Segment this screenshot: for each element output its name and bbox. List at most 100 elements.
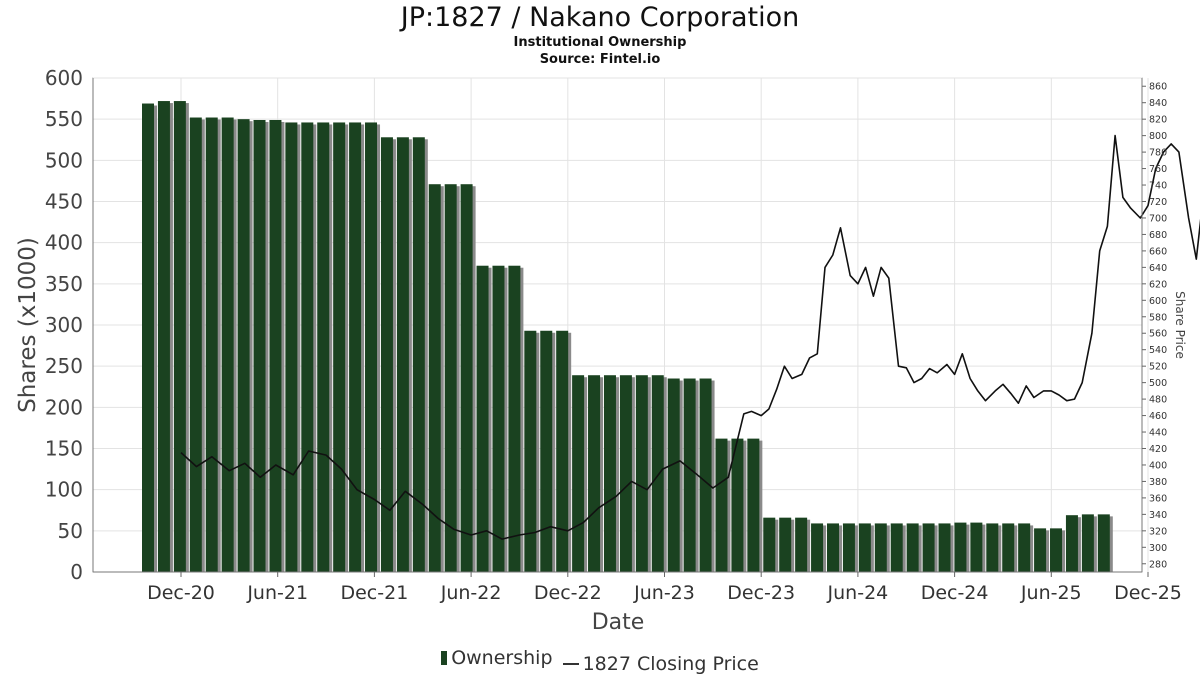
ownership-bar	[428, 184, 441, 572]
y2-tick-label: 480	[1149, 395, 1167, 406]
ownership-bar	[651, 375, 664, 572]
y2-tick-label: 600	[1149, 296, 1167, 307]
y2-tick-label: 320	[1149, 526, 1167, 537]
y-tick-label: 350	[45, 272, 83, 296]
y2-tick-label: 560	[1149, 329, 1167, 340]
ownership-bar	[460, 184, 473, 572]
y2-tick-label: 760	[1149, 164, 1167, 175]
x-tick-label: Dec-21	[340, 582, 408, 604]
ownership-bar	[556, 330, 569, 572]
ownership-bar	[221, 117, 234, 573]
ownership-bar	[173, 101, 186, 572]
price-polyline	[180, 134, 1200, 540]
ownership-bar	[826, 523, 839, 572]
y2-tick-label: 440	[1149, 428, 1167, 439]
legend: Ownership 1827 Closing Price	[0, 647, 1200, 675]
right-axis-ticks: 280 300 320 340 360 380 400 420 440 460 480 500 520 5…	[1142, 82, 1167, 570]
y2-tick-label: 380	[1149, 477, 1167, 488]
y-tick-label: 100	[45, 478, 83, 502]
x-tick-label: Jun-22	[440, 582, 502, 604]
ownership-bar	[349, 122, 362, 573]
x-tick-label: Dec-23	[727, 582, 795, 604]
y2-tick-label: 520	[1149, 362, 1167, 373]
ownership-bar	[524, 330, 537, 572]
legend-item-ownership[interactable]: Ownership	[441, 647, 553, 669]
ownership-bar	[795, 517, 808, 572]
ownership-bar	[874, 523, 887, 572]
ownership-bar	[747, 438, 760, 572]
y2-tick-label: 860	[1149, 82, 1167, 93]
ownership-bar	[189, 117, 202, 573]
ownership-bar	[1034, 528, 1047, 572]
y2-tick-label: 400	[1149, 460, 1167, 471]
y2-tick-label: 300	[1149, 543, 1167, 554]
y2-tick-label: 780	[1149, 148, 1167, 159]
x-tick-label: Dec-25	[1114, 582, 1182, 604]
x-axis-label: Date	[592, 610, 645, 635]
y2-tick-label: 720	[1149, 197, 1167, 208]
y2-tick-label: 660	[1149, 246, 1167, 257]
y2-axis-label: Share Price	[1173, 291, 1187, 359]
legend-line-swatch	[562, 663, 579, 665]
y2-tick-label: 580	[1149, 312, 1167, 323]
y-tick-label: 50	[58, 519, 83, 543]
ownership-bar	[142, 103, 154, 573]
ownership-bar	[715, 438, 728, 572]
ownership-bar	[444, 184, 457, 572]
x-tick-label: Jun-23	[633, 582, 695, 604]
ownership-bar	[269, 119, 282, 573]
y2-tick-label: 500	[1149, 378, 1167, 389]
ownership-bar	[667, 378, 680, 572]
y-tick-label: 0	[70, 560, 83, 584]
chart-subtitle: Institutional Ownership	[513, 35, 687, 50]
ownership-bar	[317, 122, 330, 573]
y2-tick-label: 700	[1149, 213, 1167, 224]
legend-label-price: 1827 Closing Price	[582, 653, 759, 675]
ownership-bar	[396, 137, 409, 572]
y-tick-label: 250	[45, 354, 83, 378]
y2-tick-label: 740	[1149, 181, 1167, 192]
legend-item-price[interactable]: 1827 Closing Price	[562, 653, 759, 675]
ownership-bar	[301, 122, 314, 573]
ownership-bar	[811, 523, 824, 572]
ownership-bar	[157, 101, 170, 572]
ownership-bar	[365, 122, 378, 573]
x-tick-label: Dec-22	[534, 582, 602, 604]
y-tick-label: 550	[45, 107, 83, 131]
y-tick-label: 400	[45, 231, 83, 255]
y2-tick-label: 360	[1149, 493, 1167, 504]
ownership-bar	[476, 265, 489, 572]
ownership-bar	[986, 523, 999, 572]
ownership-bar	[285, 122, 298, 573]
y2-tick-label: 420	[1149, 444, 1167, 455]
x-tick-label: Jun-24	[827, 582, 889, 604]
y2-tick-label: 540	[1149, 345, 1167, 356]
ownership-bar	[603, 375, 616, 572]
left-axis-ticks: 0 50 100 150 200 250 300 350 400 450 500 550 600	[45, 66, 83, 584]
ownership-bar	[970, 522, 983, 572]
ownership-bar	[1018, 523, 1031, 572]
chart-title: JP:1827 / Nakano Corporation	[400, 2, 800, 33]
ownership-bar	[508, 265, 521, 572]
ownership-bar	[1050, 528, 1063, 572]
ownership-bar	[1065, 515, 1078, 572]
ownership-bar	[380, 137, 393, 572]
y2-tick-label: 340	[1149, 510, 1167, 521]
ownership-bar	[938, 523, 951, 572]
x-tick-label: Dec-20	[147, 582, 215, 604]
ownership-bar	[842, 523, 855, 572]
axes	[92, 78, 1143, 573]
ownership-bar	[922, 523, 935, 572]
ownership-bar	[1097, 514, 1110, 572]
ownership-bars	[142, 101, 1113, 573]
ownership-bar	[588, 375, 601, 572]
y-tick-label: 150	[45, 437, 83, 461]
y2-tick-label: 620	[1149, 279, 1167, 290]
ownership-bar	[572, 375, 585, 572]
y-tick-label: 450	[45, 190, 83, 214]
ownership-bar	[492, 265, 505, 572]
ownership-bar	[683, 378, 696, 572]
ownership-bar	[890, 523, 903, 572]
chart-source: Source: Fintel.io	[539, 52, 661, 67]
